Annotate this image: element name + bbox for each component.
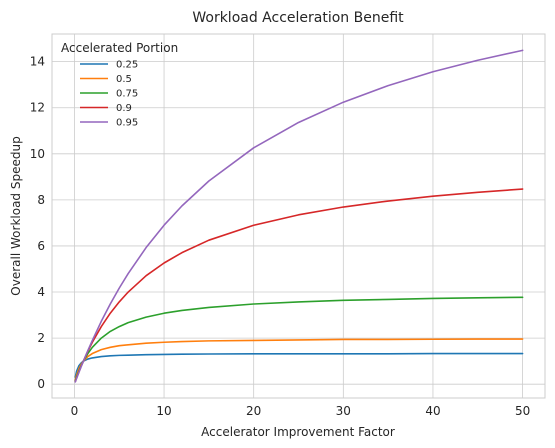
- x-tick-label: 30: [336, 404, 351, 418]
- legend-label: 0.95: [116, 118, 138, 129]
- y-tick-label: 0: [37, 377, 45, 391]
- y-axis-title: Overall Workload Speedup: [9, 136, 23, 295]
- plot-area: [52, 34, 545, 398]
- series-lines: [74, 49, 524, 383]
- legend-label: 0.5: [116, 74, 132, 85]
- plot-frame: [51, 33, 546, 399]
- legend-items: 0.25 0.5 0.75 0.9 0.95: [80, 60, 138, 129]
- x-tick-label: 0: [71, 404, 79, 418]
- x-tick-label: 20: [246, 404, 261, 418]
- legend-title: Accelerated Portion: [61, 41, 178, 55]
- series-line-0.95: [74, 49, 524, 383]
- x-tick-label: 10: [156, 404, 171, 418]
- tick-labels: 0 10 20 30 40 50 0 2 4 6 8 10 12 14: [30, 55, 531, 418]
- chart-title: Workload Acceleration Benefit: [192, 10, 404, 26]
- legend-label: 0.75: [116, 89, 138, 100]
- y-tick-label: 4: [37, 285, 45, 299]
- y-tick-label: 8: [37, 193, 45, 207]
- x-tick-label: 50: [515, 404, 530, 418]
- y-tick-label: 6: [37, 239, 45, 253]
- y-tick-label: 12: [30, 101, 45, 115]
- grid-lines: [52, 34, 545, 398]
- legend-label: 0.9: [116, 103, 132, 114]
- legend: Accelerated Portion 0.25 0.5 0.75 0.9 0.95: [61, 41, 178, 129]
- y-tick-label: 2: [37, 331, 45, 345]
- y-tick-label: 14: [30, 55, 45, 69]
- y-tick-label: 10: [30, 147, 45, 161]
- x-axis-title: Accelerator Improvement Factor: [201, 425, 395, 439]
- x-tick-label: 40: [425, 404, 440, 418]
- legend-label: 0.25: [116, 60, 138, 71]
